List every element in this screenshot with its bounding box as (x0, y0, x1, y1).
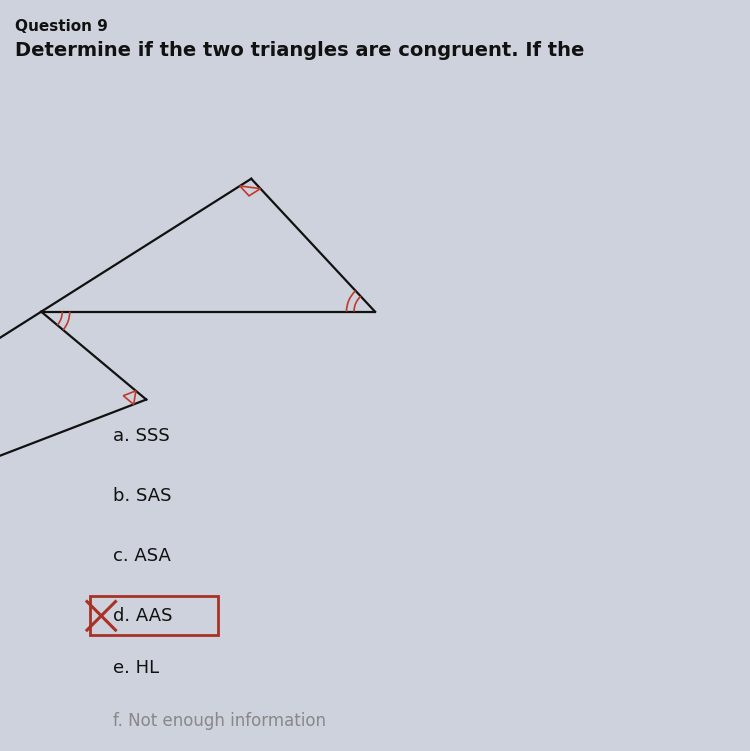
Text: d. AAS: d. AAS (112, 607, 172, 625)
Text: Determine if the two triangles are congruent. If the: Determine if the two triangles are congr… (15, 41, 584, 60)
Text: Question 9: Question 9 (15, 19, 108, 34)
Text: b. SAS: b. SAS (112, 487, 171, 505)
Bar (90, 596, 218, 635)
Text: a. SSS: a. SSS (112, 427, 170, 445)
Text: c. ASA: c. ASA (112, 547, 170, 565)
Text: e. HL: e. HL (112, 659, 159, 677)
Text: f. Not enough information: f. Not enough information (112, 712, 326, 730)
